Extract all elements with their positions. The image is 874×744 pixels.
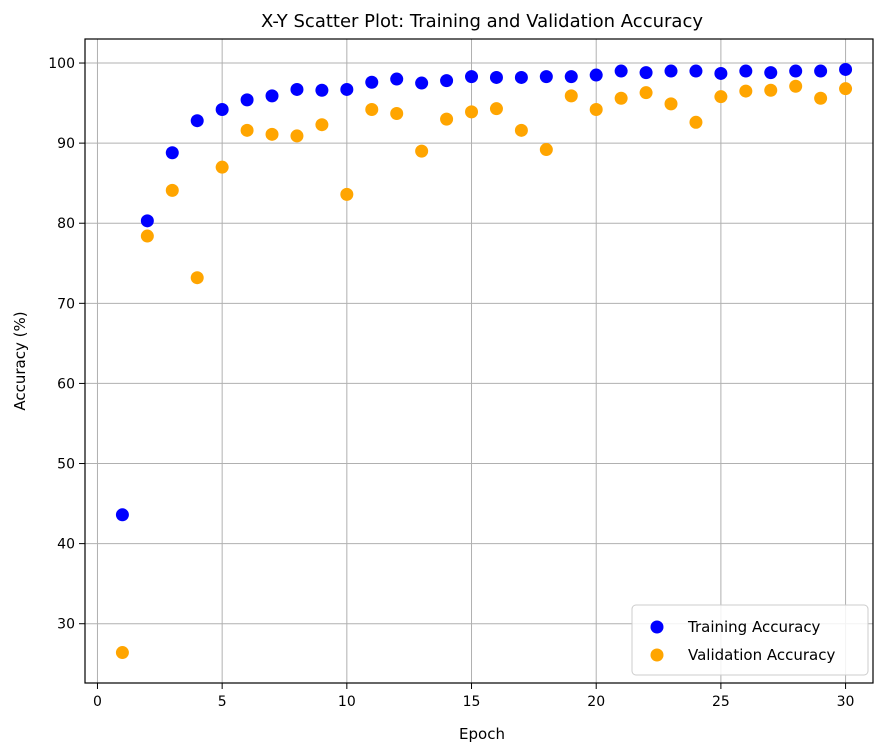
training-point	[839, 62, 853, 76]
validation-point	[165, 183, 179, 197]
y-tick-label: 30	[57, 617, 75, 633]
validation-point	[689, 115, 703, 129]
validation-point	[465, 105, 479, 119]
x-tick-label: 25	[712, 694, 730, 710]
validation-point	[514, 123, 528, 137]
validation-point	[564, 89, 578, 103]
legend-label-validation: Validation Accuracy	[688, 646, 835, 664]
y-tick-label: 90	[57, 136, 75, 152]
training-point	[165, 146, 179, 160]
training-point	[739, 64, 753, 78]
grid	[85, 39, 873, 683]
training-point	[365, 75, 379, 89]
training-point	[190, 114, 204, 128]
legend-marker-validation	[650, 648, 664, 662]
training-point	[714, 66, 728, 80]
validation-point	[839, 82, 853, 96]
validation-point	[789, 79, 803, 93]
y-tick-label: 80	[57, 216, 75, 232]
training-point	[564, 70, 578, 84]
training-point	[140, 214, 154, 228]
training-point	[664, 64, 678, 78]
x-tick-label: 20	[587, 694, 605, 710]
validation-point	[614, 91, 628, 105]
y-axis-label: Accuracy (%)	[11, 311, 29, 410]
y-tick-label: 60	[57, 376, 75, 392]
plot-frame	[84, 38, 874, 684]
x-tick-label: 0	[93, 694, 102, 710]
x-tick-label: 15	[463, 694, 481, 710]
training-point	[489, 70, 503, 84]
training-point	[614, 64, 628, 78]
validation-point	[814, 91, 828, 105]
validation-point	[664, 97, 678, 111]
legend-box	[631, 604, 869, 676]
training-point	[764, 66, 778, 80]
training-point	[115, 508, 129, 522]
series-validation	[115, 79, 853, 660]
training-point	[215, 102, 229, 116]
validation-point	[215, 160, 229, 174]
validation-point	[190, 271, 204, 285]
validation-point	[489, 102, 503, 116]
training-point	[265, 89, 279, 103]
x-tick-label: 30	[837, 694, 855, 710]
validation-point	[639, 86, 653, 100]
training-point	[240, 93, 254, 107]
y-tick-label: 40	[57, 537, 75, 553]
training-point	[789, 64, 803, 78]
training-point	[689, 64, 703, 78]
x-axis-label: Epoch	[459, 725, 505, 743]
legend-marker-training	[650, 620, 664, 634]
legend: Training Accuracy Validation Accuracy	[631, 604, 869, 676]
training-point	[639, 66, 653, 80]
training-point	[440, 74, 454, 88]
training-point	[465, 70, 479, 84]
validation-point	[714, 90, 728, 104]
axis-ticks: 0 5 10 15 20 25 30 30 40 50 60 70 80 90 100	[48, 56, 854, 710]
training-point	[814, 64, 828, 78]
legend-label-training: Training Accuracy	[687, 618, 821, 636]
x-tick-label: 5	[218, 694, 227, 710]
x-tick-label: 10	[338, 694, 356, 710]
validation-point	[140, 229, 154, 243]
validation-point	[440, 112, 454, 126]
training-point	[290, 82, 304, 96]
data-points	[115, 62, 853, 660]
training-point	[390, 72, 404, 86]
validation-point	[415, 144, 429, 158]
chart-title: X-Y Scatter Plot: Training and Validatio…	[261, 11, 703, 32]
validation-point	[340, 187, 354, 201]
training-point	[415, 76, 429, 90]
validation-point	[390, 106, 404, 120]
y-tick-label: 50	[57, 457, 75, 473]
validation-point	[315, 118, 329, 132]
training-point	[315, 83, 329, 97]
validation-point	[589, 102, 603, 116]
training-point	[514, 70, 528, 84]
training-point	[589, 68, 603, 82]
training-point	[340, 82, 354, 96]
validation-point	[265, 127, 279, 141]
validation-point	[365, 102, 379, 116]
training-point	[539, 70, 553, 84]
validation-point	[290, 129, 304, 143]
validation-point	[539, 143, 553, 157]
y-tick-label: 100	[48, 56, 75, 72]
validation-point	[764, 83, 778, 97]
series-training	[115, 62, 853, 522]
y-tick-label: 70	[57, 296, 75, 312]
validation-point	[739, 84, 753, 98]
validation-point	[240, 123, 254, 137]
validation-point	[115, 646, 129, 660]
